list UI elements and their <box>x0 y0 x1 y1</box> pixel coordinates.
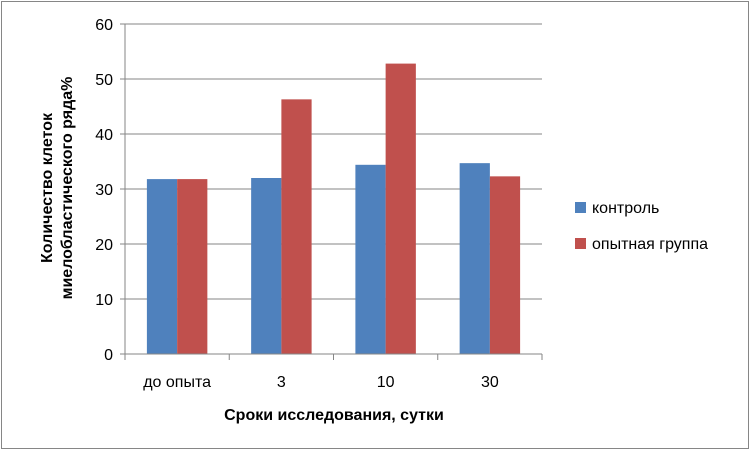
y-tick-label: 40 <box>95 127 113 144</box>
y-axis-title: Количество клеток миелобластического ряд… <box>39 77 76 300</box>
x-tick-labels: до опыта 3 10 30 <box>143 374 499 391</box>
legend: контроль опытная группа <box>575 200 708 253</box>
y-tick-labels: 0 10 20 30 40 50 60 <box>95 17 113 364</box>
bar-series-1-3 <box>355 164 386 354</box>
y-tick-label: 50 <box>95 72 113 89</box>
x-tick-label: 30 <box>481 374 499 391</box>
bars <box>146 63 521 354</box>
x-axis-title: Сроки исследования, сутки <box>224 407 444 424</box>
x-tick-label: 3 <box>277 374 286 391</box>
legend-swatch-series-1 <box>575 202 586 213</box>
y-tick-label: 0 <box>104 347 113 364</box>
y-axis-title-line-2: миелобластического ряда% <box>59 77 76 300</box>
bar-series-1-4 <box>459 163 490 354</box>
y-axis-title-line-1: Количество клеток <box>39 112 56 263</box>
x-tick-label: до опыта <box>143 374 211 391</box>
y-tick-label: 10 <box>95 292 113 309</box>
bar-series-2-1 <box>177 179 208 354</box>
legend-label-series-1: контроль <box>592 200 659 217</box>
bar-series-2-2 <box>281 99 312 354</box>
y-tick-label: 20 <box>95 237 113 254</box>
bar-series-1-1 <box>146 179 178 354</box>
y-tick-label: 60 <box>95 17 113 34</box>
legend-swatch-series-2 <box>575 238 586 249</box>
bar-series-1-2 <box>251 178 282 354</box>
y-tick-label: 30 <box>95 182 113 199</box>
legend-label-series-2: опытная группа <box>592 236 708 253</box>
x-tick-label: 10 <box>377 374 395 391</box>
bar-series-2-4 <box>489 176 521 354</box>
axes <box>120 23 543 360</box>
bar-series-2-3 <box>385 63 416 354</box>
